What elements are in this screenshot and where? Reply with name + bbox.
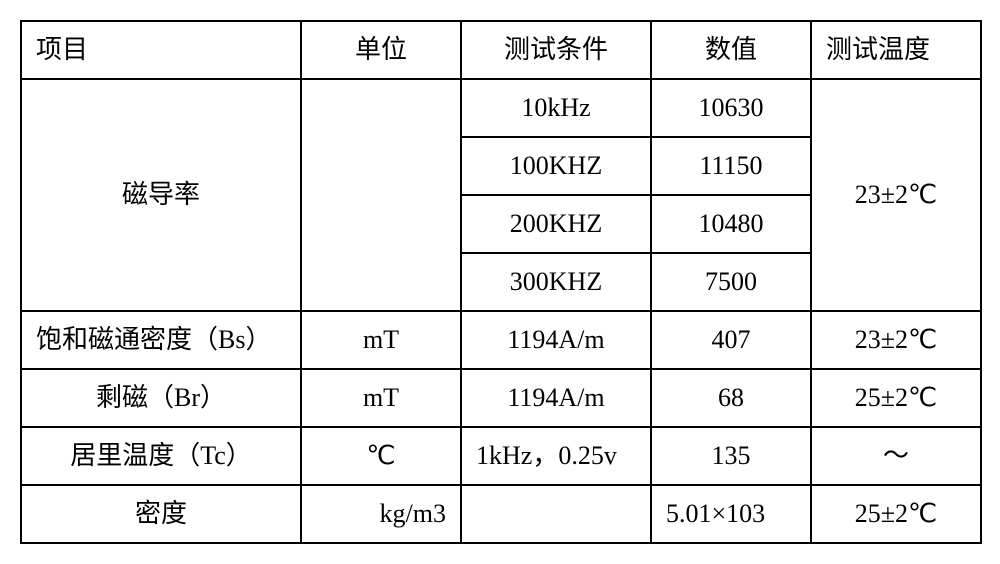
cell-permeability-val-0: 10630 [651, 79, 811, 137]
cell-tc-val: 135 [651, 427, 811, 485]
cell-permeability-temp: 23±2℃ [811, 79, 981, 311]
cell-permeability-val-3: 7500 [651, 253, 811, 311]
cell-tc-label: 居里温度（Tc） [21, 427, 301, 485]
header-value: 数值 [651, 21, 811, 79]
cell-bs-cond: 1194A/m [461, 311, 651, 369]
cell-bs-val: 407 [651, 311, 811, 369]
cell-density-unit: kg/m3 [301, 485, 461, 543]
cell-density-val: 5.01×103 [651, 485, 811, 543]
cell-tc-cond: 1kHz，0.25v [461, 427, 651, 485]
cell-permeability-val-1: 11150 [651, 137, 811, 195]
cell-br-temp: 25±2℃ [811, 369, 981, 427]
header-condition: 测试条件 [461, 21, 651, 79]
cell-bs-unit: mT [301, 311, 461, 369]
table: 项目 单位 测试条件 数值 测试温度 磁导率 10kHz 10630 23±2℃… [20, 20, 982, 544]
cell-permeability-unit [301, 79, 461, 311]
cell-tc-temp: ～ [811, 427, 981, 485]
cell-permeability-cond-0: 10kHz [461, 79, 651, 137]
table-row: 饱和磁通密度（Bs） mT 1194A/m 407 23±2℃ [21, 311, 981, 369]
material-properties-table: 项目 单位 测试条件 数值 测试温度 磁导率 10kHz 10630 23±2℃… [20, 20, 980, 544]
cell-permeability-cond-1: 100KHZ [461, 137, 651, 195]
table-row: 居里温度（Tc） ℃ 1kHz，0.25v 135 ～ [21, 427, 981, 485]
cell-bs-label: 饱和磁通密度（Bs） [21, 311, 301, 369]
header-item: 项目 [21, 21, 301, 79]
table-header-row: 项目 单位 测试条件 数值 测试温度 [21, 21, 981, 79]
table-row: 密度 kg/m3 5.01×103 25±2℃ [21, 485, 981, 543]
header-temperature: 测试温度 [811, 21, 981, 79]
table-row: 磁导率 10kHz 10630 23±2℃ [21, 79, 981, 137]
cell-permeability-label: 磁导率 [21, 79, 301, 311]
cell-tc-unit: ℃ [301, 427, 461, 485]
cell-density-temp: 25±2℃ [811, 485, 981, 543]
cell-br-val: 68 [651, 369, 811, 427]
cell-density-cond [461, 485, 651, 543]
cell-br-label: 剩磁（Br） [21, 369, 301, 427]
cell-density-label: 密度 [21, 485, 301, 543]
cell-br-unit: mT [301, 369, 461, 427]
table-row: 剩磁（Br） mT 1194A/m 68 25±2℃ [21, 369, 981, 427]
cell-permeability-cond-2: 200KHZ [461, 195, 651, 253]
cell-bs-temp: 23±2℃ [811, 311, 981, 369]
cell-br-cond: 1194A/m [461, 369, 651, 427]
cell-permeability-cond-3: 300KHZ [461, 253, 651, 311]
cell-permeability-val-2: 10480 [651, 195, 811, 253]
header-unit: 单位 [301, 21, 461, 79]
